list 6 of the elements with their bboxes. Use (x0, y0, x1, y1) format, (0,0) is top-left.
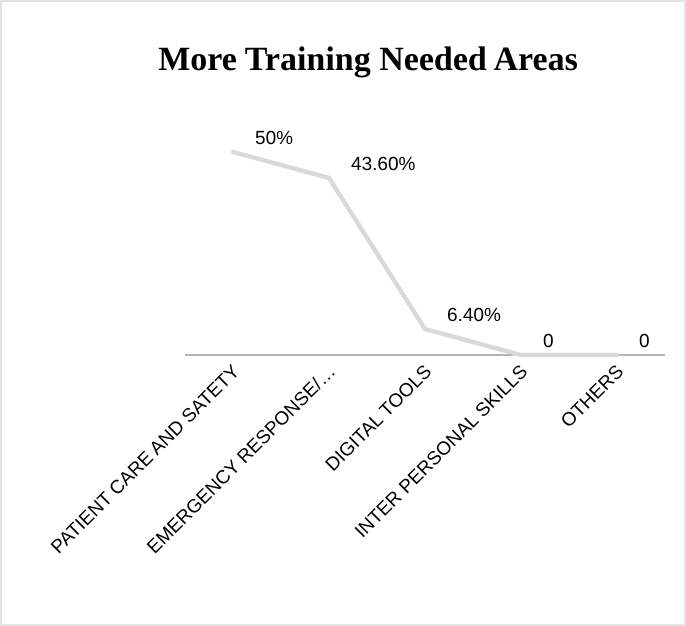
chart-title: More Training Needed Areas (158, 41, 578, 78)
data-label: 43.60% (351, 154, 416, 175)
data-label: 0 (639, 331, 650, 352)
data-label: 6.40% (447, 305, 501, 326)
data-label: 50% (255, 128, 294, 149)
data-label: 0 (543, 331, 554, 352)
